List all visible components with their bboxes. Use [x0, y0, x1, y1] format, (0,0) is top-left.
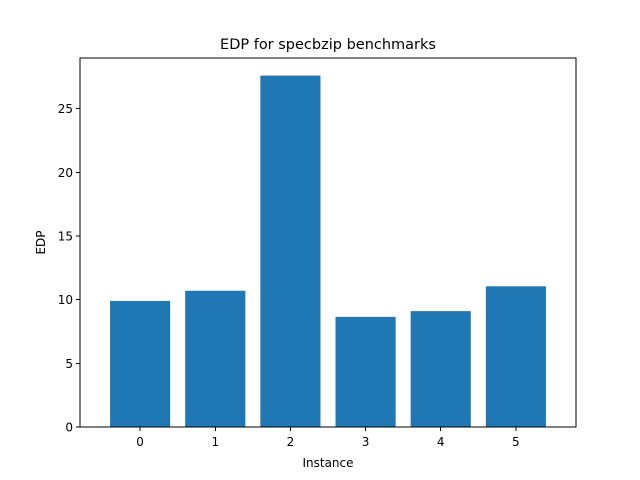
y-tick-label: 25 [58, 102, 73, 116]
x-tick-label: 3 [362, 435, 370, 449]
x-tick-label: 2 [287, 435, 295, 449]
bar-instance-5 [485, 286, 546, 427]
y-tick-label: 20 [58, 166, 73, 180]
bar-instance-4 [410, 311, 471, 427]
y-tick-label: 10 [58, 293, 73, 307]
x-tick-label: 0 [136, 435, 144, 449]
y-tick-label: 5 [65, 357, 73, 371]
plot-frame [79, 57, 577, 428]
y-axis-ticks: 0 5 10 15 20 25 [58, 102, 80, 435]
y-tick-label: 15 [58, 230, 73, 244]
x-tick-label: 1 [211, 435, 219, 449]
x-axis-ticks: 0 1 2 3 4 5 [136, 427, 520, 449]
x-tick-label: 5 [512, 435, 520, 449]
bar-instance-1 [185, 290, 246, 427]
x-axis-label: Instance [302, 456, 353, 470]
bar-instance-0 [110, 300, 171, 427]
x-tick-label: 4 [437, 435, 445, 449]
bar-instance-3 [335, 316, 396, 427]
chart-title: EDP for specbzip benchmarks [220, 37, 436, 53]
bars-group [110, 75, 546, 428]
y-tick-label: 0 [65, 421, 73, 435]
bar-instance-2 [260, 75, 321, 428]
y-axis-label: EDP [34, 230, 48, 254]
